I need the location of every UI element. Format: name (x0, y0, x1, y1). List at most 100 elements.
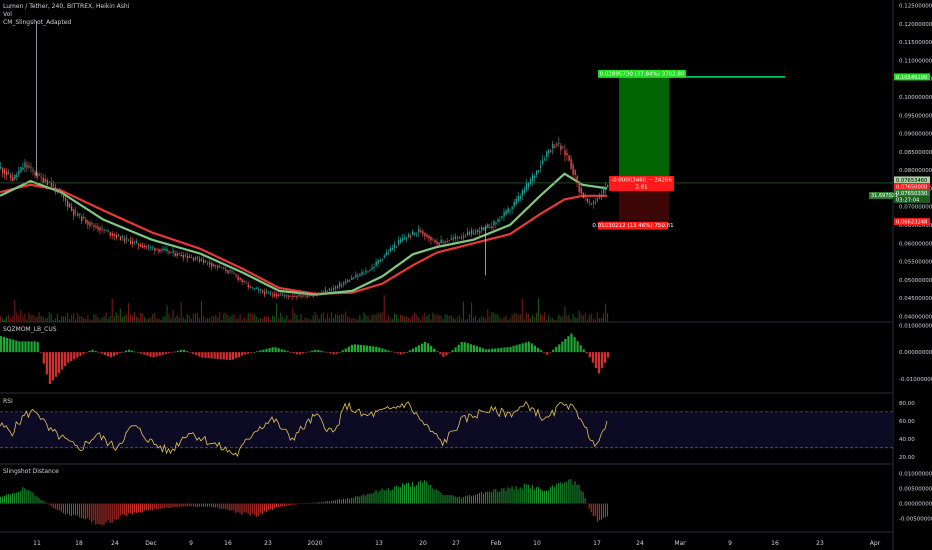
volume-bar (93, 314, 95, 322)
sqzmom-bar (73, 352, 76, 360)
candle-body (298, 293, 300, 296)
distance-bar (75, 503, 77, 516)
candle-body (91, 223, 93, 225)
time-tick-label: Apr (870, 540, 881, 547)
candle-body (52, 184, 55, 187)
distance-bar (397, 486, 399, 504)
distance-bar (97, 503, 99, 524)
volume-bar (131, 315, 134, 322)
distance-tick-label: 0.01000000 (899, 472, 932, 478)
candle-body (30, 167, 32, 169)
candle-body (574, 170, 576, 176)
sqzmom-bar (298, 352, 302, 355)
distance-bar (162, 503, 164, 509)
candle-body (286, 295, 288, 297)
volume-bar (209, 318, 211, 322)
sqzmom-bar (143, 352, 146, 355)
volume-bar (353, 317, 355, 322)
sqzmom-bar (186, 351, 189, 353)
distance-bar (440, 492, 442, 504)
sqzmom-bar (137, 352, 140, 353)
candle-body (265, 291, 268, 293)
volume-bar (215, 315, 217, 322)
sqzmom-bar (152, 352, 155, 358)
volume-bar (475, 315, 477, 322)
sqzmom-bar (131, 350, 134, 353)
distance-bar (87, 503, 89, 518)
sqzmom-bar (405, 352, 408, 353)
distance-bar (349, 498, 351, 504)
volume-bar (66, 312, 69, 322)
distance-bar (495, 489, 497, 504)
price-tag-stop-text: 0.06623248 (896, 220, 927, 226)
sqzmom-bar (308, 351, 311, 353)
volume-bar (36, 316, 38, 322)
volume-bar (99, 319, 101, 322)
distance-bar (227, 503, 229, 510)
volume-bar (146, 319, 148, 322)
candle-body (71, 206, 73, 211)
sqzmom-bar (18, 341, 21, 353)
distance-bar (353, 497, 355, 504)
sqzmom-bar (140, 352, 143, 354)
sqzmom-bar (161, 352, 164, 355)
volume-bar (71, 314, 73, 322)
candle-body (381, 259, 383, 260)
volume-bar (30, 315, 32, 322)
distance-bar (489, 491, 491, 504)
sqzmom-bar (366, 345, 369, 353)
price-axis: 0.04000000 0.04500000 0.05000000 0.05500000… (869, 3, 932, 523)
volume-bar (288, 319, 290, 322)
sqzmom-bar (430, 345, 433, 353)
candle-body (44, 179, 46, 182)
distance-bar (95, 503, 97, 525)
candle-body (54, 186, 57, 193)
volume-bar (582, 315, 584, 322)
candle-body (276, 294, 278, 297)
volume-bar (14, 300, 16, 322)
candle-body (160, 249, 162, 251)
volume-bar (389, 318, 391, 322)
volume-bar (554, 319, 556, 322)
side-tag (869, 191, 893, 199)
volume-bar (196, 312, 199, 322)
candle-body (89, 222, 91, 226)
candle-body (69, 203, 71, 207)
volume-bar (375, 314, 377, 322)
distance-bar (225, 503, 227, 509)
risk-reward-label-text: 2.81 (635, 184, 647, 190)
volume-bar (450, 315, 452, 322)
distance-bar (243, 503, 245, 513)
volume-bar (489, 316, 491, 322)
candle-body (596, 199, 599, 201)
sqzmom-bar (433, 348, 436, 353)
distance-bar (535, 487, 537, 504)
candle-body (32, 169, 34, 172)
rsi-tick-label: 60.00 (899, 419, 915, 425)
candle-body (229, 270, 231, 272)
volume-bar (345, 311, 347, 322)
distance-bar (203, 503, 204, 507)
candle-body (497, 219, 499, 223)
volume-bar (493, 312, 495, 322)
volume-bar (117, 314, 119, 322)
volume-bar (48, 312, 50, 322)
candle-body (359, 273, 361, 276)
distance-bar (302, 503, 304, 505)
sqzmom-bar (167, 352, 170, 354)
slow-ema-line (0, 183, 607, 295)
candle-body (294, 295, 296, 297)
distance-bar (294, 503, 296, 505)
volume-bar (420, 319, 422, 322)
volume-bar (158, 318, 160, 322)
distance-bar (138, 503, 139, 513)
distance-bar (270, 503, 271, 510)
distance-bar (416, 485, 418, 504)
price-tag-target (894, 73, 930, 81)
indicator-label: CM_Slingshot_Adapted (3, 19, 72, 26)
sqzmom-tick-label: 0.00000000 (899, 350, 932, 356)
distance-bar (0, 496, 1, 504)
sqzmom-bar (439, 352, 442, 355)
